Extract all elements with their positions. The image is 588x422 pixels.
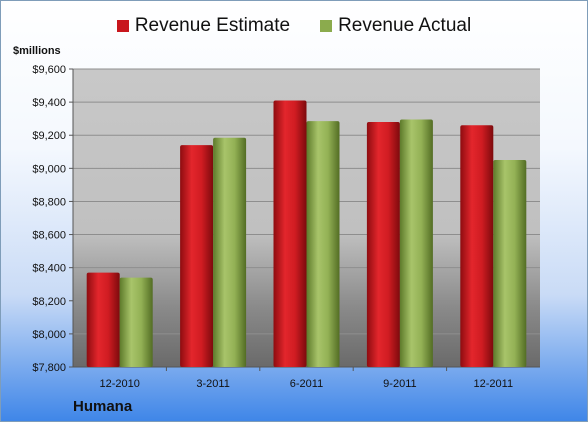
y-tick-label: $9,000: [32, 163, 66, 175]
bar-revenue-actual: [493, 160, 527, 367]
company-name: Humana: [73, 398, 133, 415]
y-tick-label: $8,200: [32, 296, 66, 308]
y-tick-label: $7,800: [32, 362, 66, 374]
legend-label-actual: Revenue Actual: [338, 15, 472, 36]
legend-label-estimate: Revenue Estimate: [134, 15, 291, 36]
y-tick-label: $8,600: [32, 230, 66, 242]
bar-revenue-actual: [119, 277, 153, 367]
bar-revenue-estimate: [460, 125, 494, 368]
x-tick-label: 9-2011: [383, 378, 416, 390]
bar-revenue-actual: [213, 137, 247, 367]
bar-revenue-actual: [399, 119, 433, 367]
bar-revenue-actual: [306, 121, 340, 368]
legend-swatch-estimate: [116, 20, 129, 32]
x-tick-label: 12-2010: [100, 378, 140, 390]
bar-revenue-estimate: [180, 145, 214, 367]
bar-revenue-estimate: [86, 272, 120, 367]
legend-swatch-actual: [320, 20, 333, 32]
y-tick-label: $9,600: [32, 64, 66, 76]
legend-item-estimate: Revenue Estimate: [116, 15, 291, 37]
y-tick-label: $9,400: [32, 97, 66, 109]
bar-revenue-estimate: [273, 100, 307, 367]
y-axis-unit-label: $millions: [13, 45, 61, 57]
bar-revenue-estimate: [366, 121, 400, 367]
y-tick-label: $9,200: [32, 130, 66, 142]
chart-legend: Revenue Estimate Revenue Actual: [1, 15, 587, 37]
y-tick-label: $8,400: [32, 263, 66, 275]
x-tick-label: 12-2011: [474, 378, 514, 390]
y-tick-label: $8,000: [32, 329, 66, 341]
legend-item-actual: Revenue Actual: [320, 15, 471, 37]
x-tick-label: 3-2011: [196, 378, 229, 390]
x-tick-label: 6-2011: [290, 378, 323, 390]
y-tick-label: $8,800: [32, 196, 66, 208]
